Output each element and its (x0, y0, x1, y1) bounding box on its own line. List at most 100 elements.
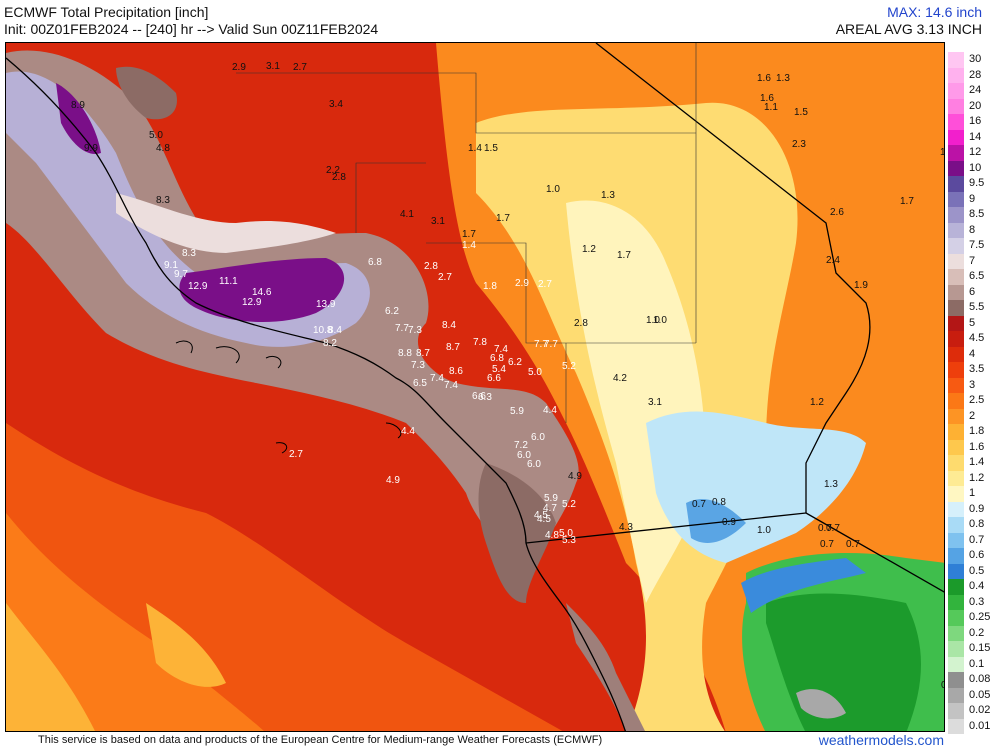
legend-swatch (948, 486, 964, 502)
point-value-label: 4.8 (545, 530, 559, 541)
point-value-label: 4.1 (400, 209, 414, 220)
point-value-label: 2.3 (792, 139, 806, 150)
point-value-label: 1.7 (617, 250, 631, 261)
point-value-label: 7.7 (544, 339, 558, 350)
ocean-yellow-patch (6, 603, 95, 731)
legend-entry: 0.02 (948, 703, 1000, 719)
point-value-label: 8.3 (182, 248, 196, 259)
point-value-label: 5.0 (149, 130, 163, 141)
point-value-label: 0.5 (941, 680, 945, 691)
point-value-label: 7.4 (430, 373, 444, 384)
legend-swatch (948, 362, 964, 378)
legend-label: 0.3 (969, 595, 985, 608)
point-value-label: 9.1 (164, 260, 178, 271)
point-value-label: 1.5 (794, 107, 808, 118)
legend-label: 0.15 (969, 642, 991, 654)
point-value-label: 5.2 (562, 499, 576, 510)
legend-swatch (948, 346, 964, 362)
legend-swatch (948, 718, 964, 734)
legend-label: 9 (969, 192, 976, 205)
legend-label: 3 (969, 378, 976, 391)
point-value-label: 1.9 (854, 280, 868, 291)
legend-entry: 30 (948, 52, 1000, 68)
legend-label: 12 (969, 146, 982, 158)
legend-label: 1.6 (969, 440, 985, 453)
legend-swatch (948, 160, 964, 176)
point-value-label: 7.3 (411, 360, 425, 371)
legend-label: 2 (969, 409, 976, 422)
legend-entry: 5 (948, 315, 1000, 331)
legend-label: 0.02 (969, 704, 991, 716)
point-value-label: 0.7 (818, 523, 832, 534)
point-value-label: 2.7 (438, 272, 452, 283)
point-value-label: 1.7 (900, 196, 914, 207)
legend-swatch (948, 315, 964, 331)
legend-swatch (948, 548, 964, 564)
site-link[interactable]: weathermodels.com (818, 732, 944, 748)
legend-label: 0.25 (969, 611, 991, 623)
legend-swatch (948, 191, 964, 207)
legend-entry: 0.05 (948, 687, 1000, 703)
legend-entry: 3 (948, 377, 1000, 393)
point-value-label: 2.8 (332, 172, 346, 183)
point-value-label: 2.2 (326, 165, 340, 176)
ecmwf-credit: This service is based on data and produc… (38, 734, 603, 746)
legend-entry: 0.4 (948, 579, 1000, 595)
point-value-label: 1.7 (462, 229, 476, 240)
legend-swatch (948, 377, 964, 393)
point-value-label: 7.3 (408, 325, 422, 336)
point-value-label: 4.9 (568, 471, 582, 482)
legend-label: 5.5 (969, 301, 985, 313)
legend-swatch (948, 129, 964, 145)
border-arizona-sonora (805, 512, 944, 593)
point-value-label: 4.9 (386, 475, 400, 486)
point-value-label: 6.0 (531, 432, 545, 443)
legend-entry: 0.08 (948, 672, 1000, 688)
legend-label: 1.8 (969, 425, 985, 437)
point-value-label: 0.9 (722, 517, 736, 528)
legend-swatch (948, 222, 964, 238)
legend-swatch (948, 532, 964, 548)
legend-label: 14 (969, 130, 982, 143)
point-value-label: 1.1 (764, 102, 778, 113)
point-value-label: 1.8 (483, 281, 497, 292)
county-lines (236, 43, 697, 423)
point-value-label: 13.9 (316, 299, 336, 310)
precipitation-map: 8.9 9.9 5.0 4.8 8.3 8.3 9.7 9.1 12.9 11.1 12.9 14.6… (5, 42, 945, 732)
legend-entry: 2 (948, 408, 1000, 424)
legend-swatch (948, 331, 964, 347)
point-value-label: 6.6 (472, 391, 486, 402)
legend-entry: 4 (948, 346, 1000, 362)
point-value-label: 1.0 (646, 315, 660, 326)
legend-entry: 5.5 (948, 300, 1000, 316)
legend-swatch (948, 284, 964, 300)
legend-entry: 0.1 (948, 656, 1000, 672)
point-value-label: 2.7 (538, 279, 552, 290)
legend-swatch (948, 455, 964, 471)
point-value-label: 6.6 (487, 373, 501, 384)
point-value-label: 3.1 (266, 61, 280, 72)
legend-swatch (948, 393, 964, 409)
legend-label: 10 (969, 161, 982, 174)
point-value-label: 1.3 (824, 479, 838, 490)
point-value-label: 4.4 (401, 426, 415, 437)
legend-swatch (948, 207, 964, 223)
legend-entry: 0.3 (948, 594, 1000, 610)
legend-entry: 1.4 (948, 455, 1000, 471)
legend-label: 0.4 (969, 580, 985, 592)
point-value-label: 5.2 (562, 361, 576, 372)
legend-entry: 9.5 (948, 176, 1000, 192)
point-value-label: 6.2 (385, 306, 399, 317)
legend-label: 8 (969, 223, 976, 236)
point-value-label: 8.4 (328, 325, 342, 336)
legend-swatch (948, 52, 964, 68)
point-value-label: 2.8 (574, 318, 588, 329)
point-value-label: 5.4 (492, 364, 506, 375)
point-value-label: 2.9 (515, 278, 529, 289)
point-value-label: 9.7 (174, 269, 188, 280)
legend-swatch (948, 517, 964, 533)
point-value-label: 2.7 (289, 449, 303, 460)
legend-entry: 20 (948, 98, 1000, 114)
legend-entry: 1.6 (948, 439, 1000, 455)
point-value-label: 1.4 (468, 143, 482, 154)
